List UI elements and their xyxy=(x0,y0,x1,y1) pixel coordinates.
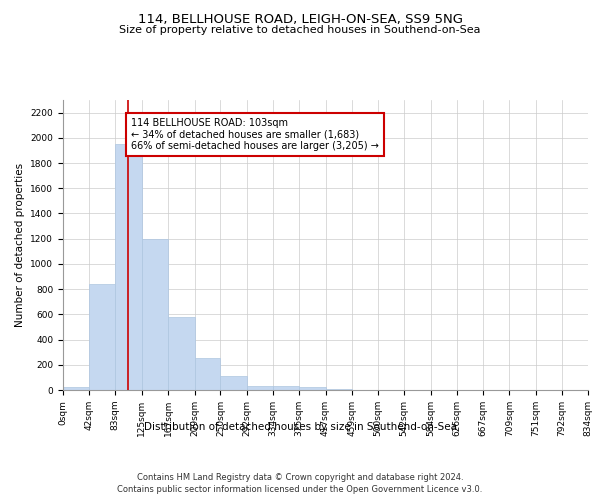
Bar xyxy=(273,386,299,390)
Bar xyxy=(299,387,325,390)
Text: Contains public sector information licensed under the Open Government Licence v3: Contains public sector information licen… xyxy=(118,485,482,494)
Text: Distribution of detached houses by size in Southend-on-Sea: Distribution of detached houses by size … xyxy=(143,422,457,432)
Bar xyxy=(63,388,89,390)
Text: Size of property relative to detached houses in Southend-on-Sea: Size of property relative to detached ho… xyxy=(119,25,481,35)
Bar xyxy=(142,238,168,390)
Bar xyxy=(325,388,352,390)
Bar xyxy=(220,376,247,390)
Bar xyxy=(115,144,142,390)
Text: Contains HM Land Registry data © Crown copyright and database right 2024.: Contains HM Land Registry data © Crown c… xyxy=(137,472,463,482)
Y-axis label: Number of detached properties: Number of detached properties xyxy=(15,163,25,327)
Bar xyxy=(168,317,194,390)
Bar xyxy=(194,358,220,390)
Bar xyxy=(89,284,115,390)
Text: 114, BELLHOUSE ROAD, LEIGH-ON-SEA, SS9 5NG: 114, BELLHOUSE ROAD, LEIGH-ON-SEA, SS9 5… xyxy=(137,12,463,26)
Bar xyxy=(247,386,273,390)
Text: 114 BELLHOUSE ROAD: 103sqm
← 34% of detached houses are smaller (1,683)
66% of s: 114 BELLHOUSE ROAD: 103sqm ← 34% of deta… xyxy=(131,118,379,151)
